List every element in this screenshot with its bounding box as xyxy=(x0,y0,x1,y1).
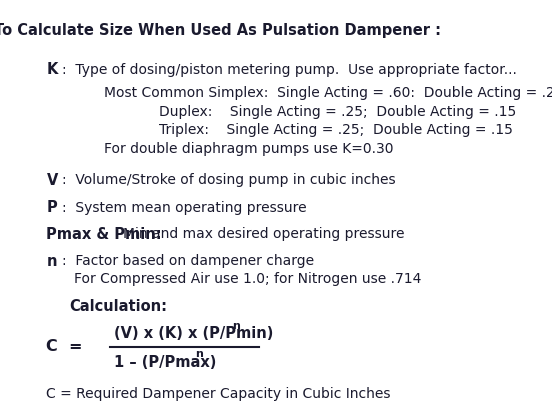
Text: n: n xyxy=(195,349,203,359)
Text: Calculation:: Calculation: xyxy=(69,299,167,314)
Text: Duplex:    Single Acting = .25;  Double Acting = .15: Duplex: Single Acting = .25; Double Acti… xyxy=(158,105,516,119)
Text: C  =: C = xyxy=(46,339,83,354)
Text: K: K xyxy=(46,62,58,77)
Text: :  Factor based on dampener charge: : Factor based on dampener charge xyxy=(62,254,314,268)
Text: For Compressed Air use 1.0; for Nitrogen use .714: For Compressed Air use 1.0; for Nitrogen… xyxy=(74,273,422,286)
Text: Pmax & Pmin:: Pmax & Pmin: xyxy=(46,227,162,242)
Text: P: P xyxy=(46,200,57,215)
Text: Most Common Simplex:  Single Acting = .60:  Double Acting = .25: Most Common Simplex: Single Acting = .60… xyxy=(104,87,552,100)
Text: Min and max desired operating pressure: Min and max desired operating pressure xyxy=(123,227,405,242)
Text: Triplex:    Single Acting = .25;  Double Acting = .15: Triplex: Single Acting = .25; Double Act… xyxy=(158,123,513,138)
Text: :  Type of dosing/piston metering pump.  Use appropriate factor...: : Type of dosing/piston metering pump. U… xyxy=(62,63,517,77)
Text: :  Volume/Stroke of dosing pump in cubic inches: : Volume/Stroke of dosing pump in cubic … xyxy=(62,173,396,187)
Text: n: n xyxy=(46,254,57,268)
Text: 1 – (P/Pmax): 1 – (P/Pmax) xyxy=(114,355,216,370)
Text: C = Required Dampener Capacity in Cubic Inches: C = Required Dampener Capacity in Cubic … xyxy=(46,387,391,401)
Text: :  System mean operating pressure: : System mean operating pressure xyxy=(62,201,306,215)
Text: V: V xyxy=(46,173,58,188)
Text: (V) x (K) x (P/Pmin): (V) x (K) x (P/Pmin) xyxy=(114,326,273,342)
Text: n: n xyxy=(232,321,240,331)
Text: To Calculate Size When Used As Pulsation Dampener :: To Calculate Size When Used As Pulsation… xyxy=(0,23,442,38)
Text: For double diaphragm pumps use K=0.30: For double diaphragm pumps use K=0.30 xyxy=(104,142,393,156)
